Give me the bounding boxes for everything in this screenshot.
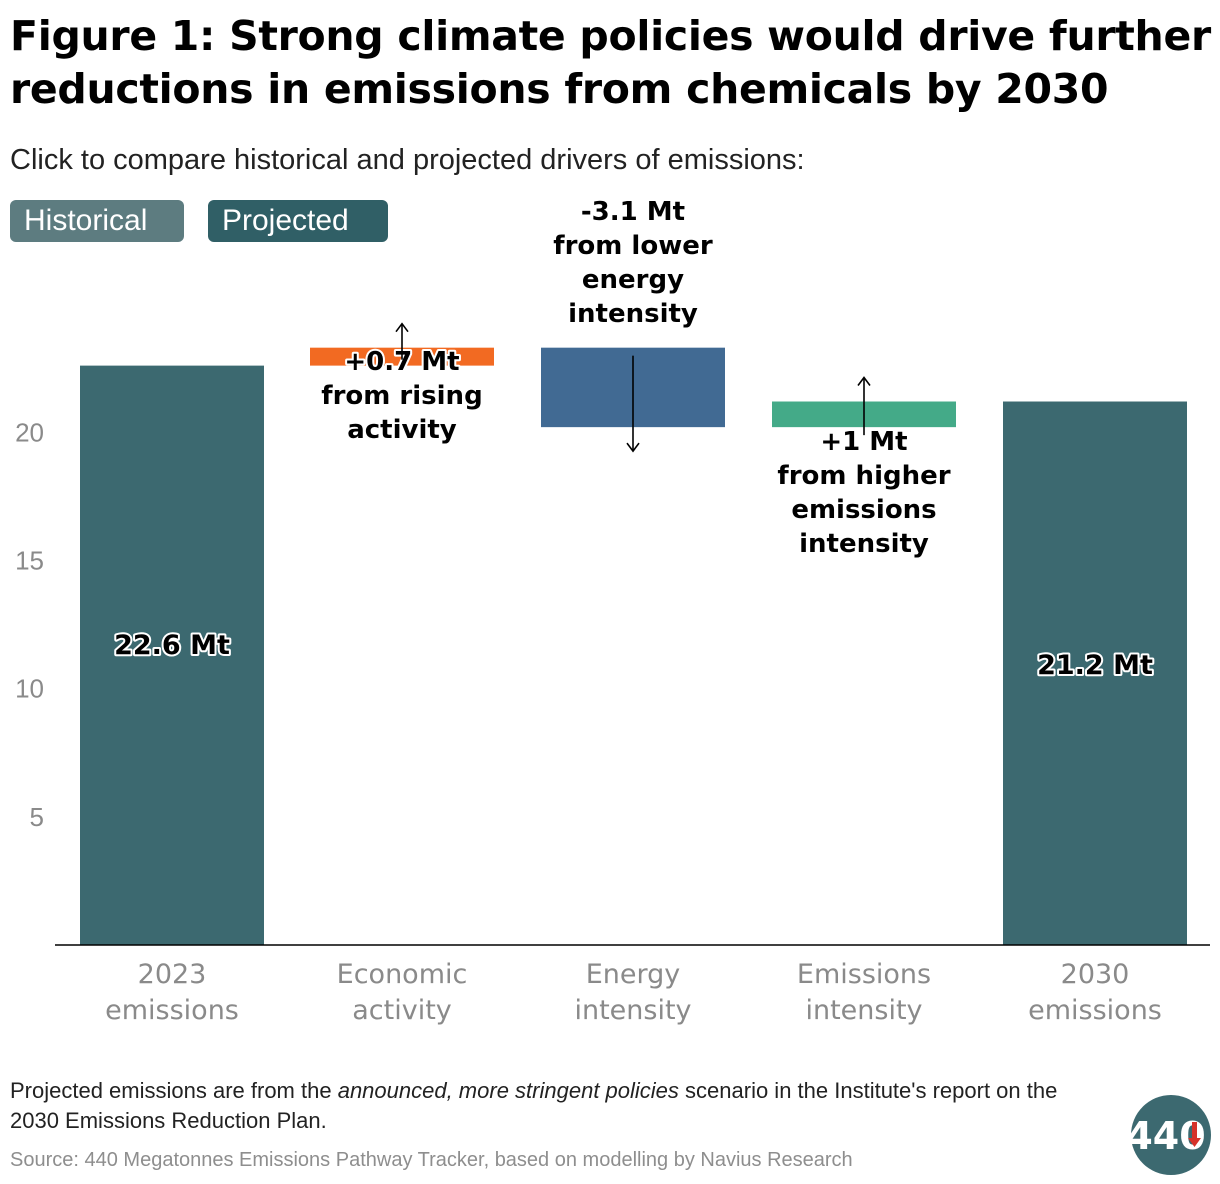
- arrow-economic-activity-head: [395, 322, 409, 333]
- footnote-text-before: Projected emissions are from the: [10, 1078, 338, 1103]
- logo-circle: [1131, 1095, 1211, 1175]
- bar-0: [80, 365, 264, 946]
- data-label-emissions-intensity: +1 Mt from higher emissions intensity: [777, 427, 950, 559]
- data-label-energy-intensity: -3.1 Mt from lower energy intensity: [553, 197, 713, 329]
- chart-subtitle: Click to compare historical and projecte…: [10, 144, 805, 176]
- 440-logo[interactable]: 440: [1130, 1094, 1212, 1176]
- source-note: Source: 440 Megatonnes Emissions Pathway…: [10, 1149, 853, 1171]
- logo-accent-arrowhead: [1188, 1138, 1201, 1147]
- x-category-label-4: 2030 emissions: [1028, 959, 1162, 1026]
- footnote: Projected emissions are from the announc…: [10, 1076, 1090, 1136]
- x-category-label-0: 2023 emissions: [105, 959, 239, 1026]
- y-tick-label-10: 10: [15, 674, 44, 704]
- x-category-label-2: Energy intensity: [574, 959, 691, 1026]
- bar-4: [1003, 401, 1187, 945]
- historical-toggle-button[interactable]: Historical: [10, 200, 184, 242]
- waterfall-chart: 5 10 15 20 2023 emissions Economic activity Ener…: [15, 195, 1210, 1026]
- y-tick-label-5: 5: [30, 802, 44, 832]
- arrow-emissions-intensity-head: [857, 376, 871, 386]
- data-label-economic-activity: +0.7 Mt from rising activity: [321, 347, 482, 445]
- y-tick-label-20: 20: [15, 417, 44, 447]
- x-category-label-3: Emissions intensity: [797, 959, 931, 1026]
- footnote-scenario-name: announced, more stringent policies: [337, 1078, 679, 1103]
- arrow-energy-intensity-head: [626, 442, 640, 453]
- data-label-2030-total: 21.2 Mt: [1037, 650, 1153, 681]
- data-label-2023-total: 22.6 Mt: [114, 630, 230, 661]
- x-category-label-1: Economic activity: [337, 959, 468, 1026]
- projected-toggle-button[interactable]: Projected: [208, 200, 388, 242]
- y-tick-label-15: 15: [15, 545, 44, 575]
- logo-accent-mark: [1192, 1122, 1197, 1140]
- footnote-text-after: scenario in the Institute's report on th…: [10, 1078, 1058, 1133]
- figure-title: Figure 1: Strong climate policies would …: [10, 12, 1211, 113]
